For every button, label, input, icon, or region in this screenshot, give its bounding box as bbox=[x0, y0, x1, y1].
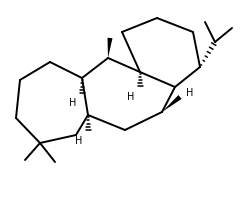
Text: H: H bbox=[127, 92, 135, 102]
Text: H: H bbox=[69, 98, 77, 108]
Text: H: H bbox=[186, 88, 194, 98]
Polygon shape bbox=[162, 95, 182, 112]
Polygon shape bbox=[108, 38, 112, 58]
Text: H: H bbox=[75, 136, 83, 146]
